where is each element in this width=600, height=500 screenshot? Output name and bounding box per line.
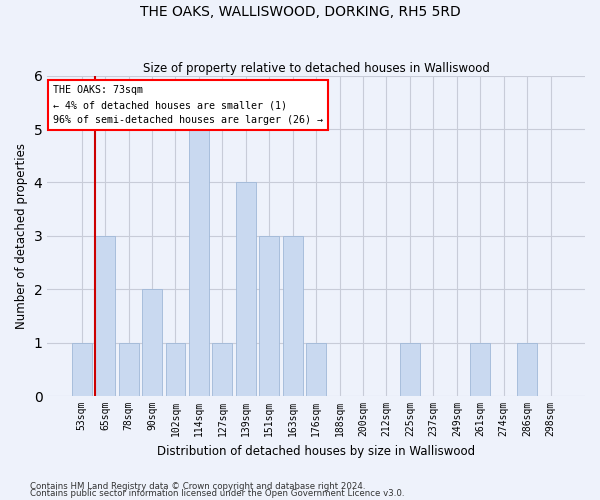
Title: Size of property relative to detached houses in Walliswood: Size of property relative to detached ho…: [143, 62, 490, 74]
Bar: [189, 129, 209, 396]
Bar: [259, 236, 279, 396]
Text: THE OAKS, WALLISWOOD, DORKING, RH5 5RD: THE OAKS, WALLISWOOD, DORKING, RH5 5RD: [140, 5, 460, 19]
Bar: [283, 236, 302, 396]
X-axis label: Distribution of detached houses by size in Walliswood: Distribution of detached houses by size …: [157, 444, 475, 458]
Y-axis label: Number of detached properties: Number of detached properties: [15, 143, 28, 329]
Bar: [400, 342, 420, 396]
Bar: [142, 290, 162, 396]
Bar: [166, 342, 185, 396]
Bar: [72, 342, 92, 396]
Bar: [95, 236, 115, 396]
Bar: [236, 182, 256, 396]
Bar: [517, 342, 537, 396]
Bar: [470, 342, 490, 396]
Text: THE OAKS: 73sqm
← 4% of detached houses are smaller (1)
96% of semi-detached hou: THE OAKS: 73sqm ← 4% of detached houses …: [53, 86, 323, 125]
Bar: [212, 342, 232, 396]
Bar: [119, 342, 139, 396]
Text: Contains public sector information licensed under the Open Government Licence v3: Contains public sector information licen…: [30, 490, 404, 498]
Text: Contains HM Land Registry data © Crown copyright and database right 2024.: Contains HM Land Registry data © Crown c…: [30, 482, 365, 491]
Bar: [306, 342, 326, 396]
